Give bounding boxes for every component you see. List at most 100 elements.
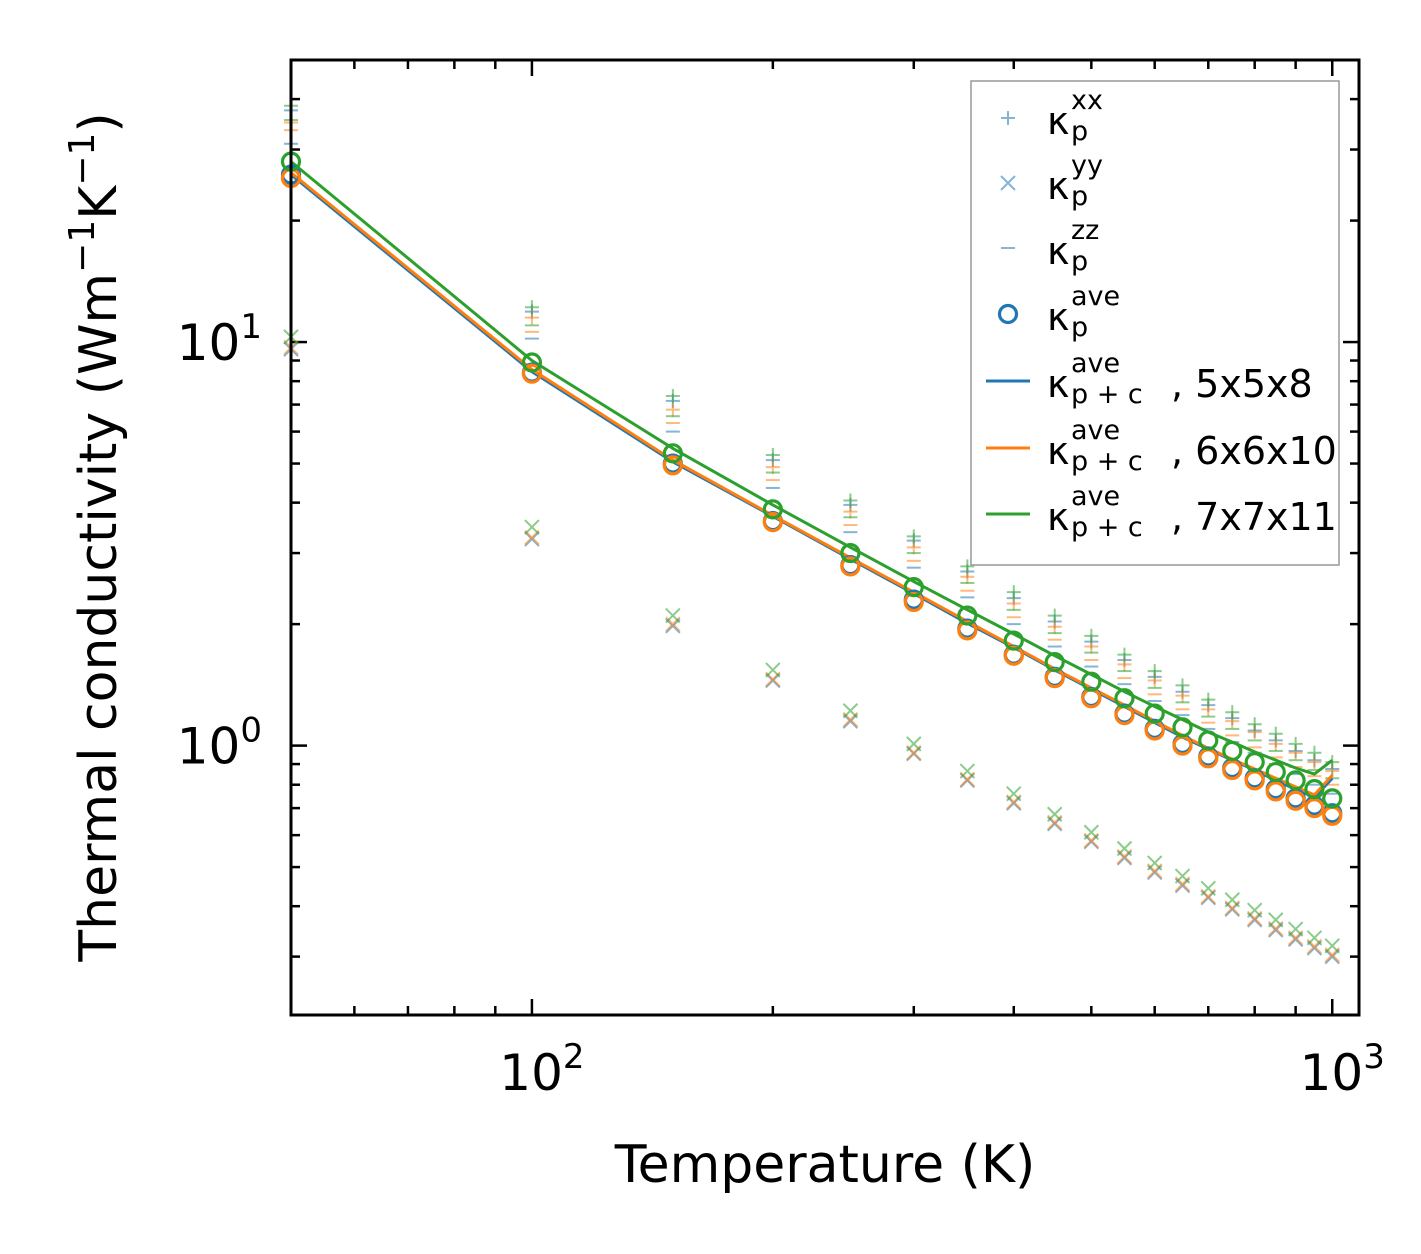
kyy-point-7x7x11 <box>1268 912 1284 928</box>
kyy-point-7x7x11 <box>1116 840 1133 857</box>
kave-point-6x6x10 <box>903 591 924 613</box>
plot-frame <box>289 58 1361 1017</box>
kave-point-6x6x10 <box>521 363 543 384</box>
y-axis-label-unit: K <box>69 184 129 220</box>
kxx-point-7x7x11 <box>1175 678 1190 693</box>
kyy-point-7x7x11 <box>1200 880 1216 897</box>
kxx-point-7x7x11 <box>1225 705 1240 720</box>
kxx-point-7x7x11 <box>1268 726 1283 741</box>
kxx-point-7x7x11 <box>1006 585 1021 600</box>
kave-point-7x7x11 <box>1265 761 1286 783</box>
kave-point-7x7x11 <box>1304 779 1325 800</box>
kave-point-7x7x11 <box>1144 703 1165 724</box>
kave-point-7x7x11 <box>1081 671 1102 692</box>
kyy-point-7x7x11 <box>1287 921 1304 937</box>
legend-label: κpyy <box>1047 150 1103 212</box>
legend-handle-plus <box>1001 111 1015 125</box>
kyy-point-7x7x11 <box>765 662 781 678</box>
kyy-point-7x7x11 <box>1324 938 1340 954</box>
kave-point-6x6x10 <box>1265 781 1286 802</box>
kyy-point-7x7x11 <box>1146 855 1163 871</box>
kave-point-7x7x11 <box>1285 770 1306 791</box>
legend-label: κpave <box>1047 281 1120 343</box>
kave-point-6x6x10 <box>1222 759 1243 781</box>
legend-frame <box>970 80 1340 566</box>
x-tick-label: 102 <box>499 1037 584 1102</box>
x-axis-label: Temperature (K) <box>614 1135 1036 1195</box>
kave-point-7x7x11 <box>957 605 978 626</box>
kyy-point-5x5x8 <box>1324 948 1340 965</box>
kyy-point-7x7x11 <box>524 519 540 535</box>
legend-handle-circle <box>997 303 1019 325</box>
kyy-point-7x7x11 <box>959 763 976 779</box>
kxx-point-7x7x11 <box>1047 608 1062 623</box>
kyy-point-7x7x11 <box>842 703 859 719</box>
legend-plus-marker <box>1001 111 1015 125</box>
y-axis-label: Thermal conductivity (Wm−1K−1) <box>62 112 129 962</box>
kave-point-7x7x11 <box>903 577 924 598</box>
kave-point-7x7x11 <box>1044 652 1065 673</box>
y-axis-label-exp2: −1 <box>62 133 103 186</box>
kxx-point-7x7x11 <box>843 493 858 508</box>
kyy-point-7x7x11 <box>1083 824 1100 840</box>
kyy-point-5x5x8 <box>524 531 540 547</box>
kxx-point-7x7x11 <box>524 300 539 315</box>
y-axis-label-main: Thermal conductivity (Wm <box>69 273 129 963</box>
kave-point-7x7x11 <box>1172 717 1193 738</box>
y-axis-label-exp1: −1 <box>62 220 103 273</box>
kave-point-6x6x10 <box>1304 798 1325 819</box>
kave-point-6x6x10 <box>1285 790 1306 811</box>
kpc-line-7x7x11 <box>290 160 1334 776</box>
kyy-point-7x7x11 <box>1006 785 1022 802</box>
kave-point-6x6x10 <box>840 556 861 577</box>
legend-label: κpzz <box>1047 215 1099 277</box>
series-7x7x11 <box>283 98 1340 954</box>
kxx-point-7x7x11 <box>1288 736 1303 751</box>
legend-cross-marker <box>1000 175 1016 191</box>
y-tick-label: 100 <box>177 711 262 776</box>
plot-area <box>280 98 1343 965</box>
legend-label: κpxx <box>1047 85 1103 147</box>
legend-label: κp + cave, 6x6x10 <box>1047 415 1337 477</box>
kyy-point-7x7x11 <box>1174 868 1191 884</box>
legend-label: κp + cave, 5x5x8 <box>1047 348 1313 410</box>
kpc-line-6x6x10 <box>290 171 1334 797</box>
kyy-point-7x7x11 <box>665 607 681 624</box>
kave-point-6x6x10 <box>957 620 978 641</box>
kxx-point-6x6x10 <box>665 402 680 417</box>
kave-point-7x7x11 <box>662 443 683 464</box>
kxx-point-7x7x11 <box>1147 664 1162 679</box>
tick-labels: 102 103 100 101 <box>177 307 1385 1102</box>
kxx-point-7x7x11 <box>1247 717 1262 732</box>
kave-point-6x6x10 <box>1003 645 1024 666</box>
kxx-point-7x7x11 <box>1084 628 1099 643</box>
x-tick-label: 103 <box>1300 1037 1385 1102</box>
kxx-point-7x7x11 <box>765 447 780 462</box>
kyy-point-7x7x11 <box>1306 930 1323 946</box>
kyy-point-7x7x11 <box>1224 892 1240 908</box>
kxx-point-7x7x11 <box>1117 647 1132 662</box>
kxx-point-7x7x11 <box>1201 692 1216 707</box>
kave-point-6x6x10 <box>662 455 683 476</box>
legend-label: κp + cave, 7x7x11 <box>1047 481 1337 543</box>
kave-point-7x7x11 <box>521 352 543 373</box>
y-tick-label: 101 <box>177 307 262 372</box>
kave-point-6x6x10 <box>762 511 783 533</box>
kave-circles-7x7x11 <box>280 151 1343 809</box>
kave-point-7x7x11 <box>1222 740 1243 762</box>
kave-point-7x7x11 <box>840 542 861 564</box>
kave-point-7x7x11 <box>1114 688 1135 709</box>
kxx-point-7x7x11 <box>906 529 921 544</box>
kave-point-7x7x11 <box>1003 630 1024 651</box>
kyy-point-7x7x11 <box>1047 806 1063 822</box>
kyy-point-7x7x11 <box>906 736 922 752</box>
kxx-point-7x7x11 <box>1307 745 1322 760</box>
kave-point-7x7x11 <box>762 499 783 520</box>
legend-handle-cross <box>1000 175 1016 191</box>
y-axis-label-close: ) <box>69 112 129 132</box>
kave-point-7x7x11 <box>1244 752 1265 773</box>
kxx-point-7x7x11 <box>960 559 975 574</box>
major-ticks <box>291 60 1359 1015</box>
